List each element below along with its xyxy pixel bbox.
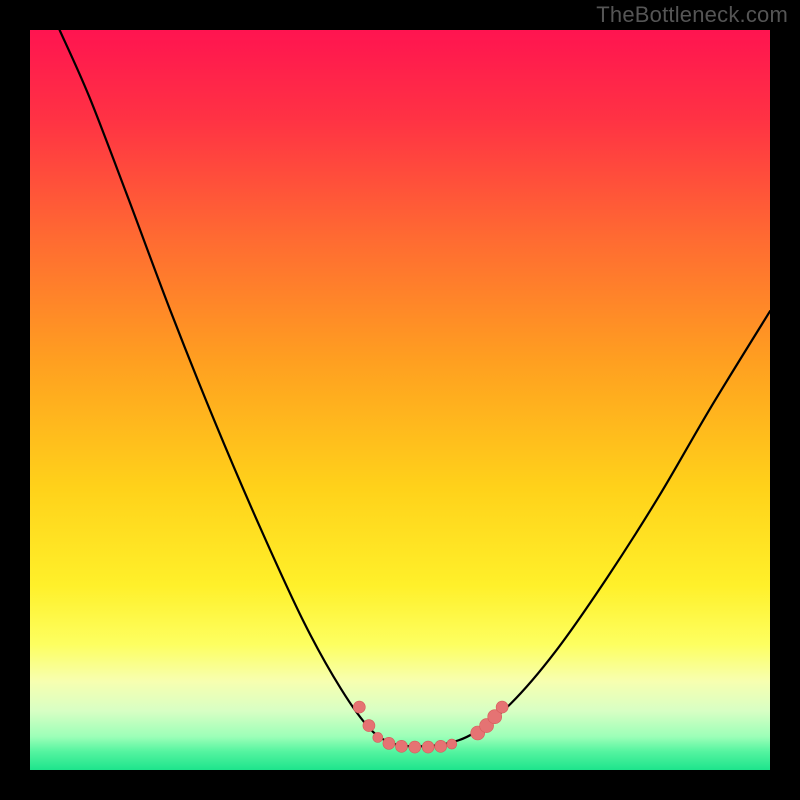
- valley-marker: [363, 720, 375, 732]
- plot-background: [30, 30, 770, 770]
- valley-marker: [435, 740, 447, 752]
- valley-marker: [409, 741, 421, 753]
- valley-marker: [447, 739, 457, 749]
- bottleneck-chart-svg: [0, 0, 800, 800]
- valley-marker: [353, 701, 365, 713]
- valley-marker: [373, 732, 383, 742]
- valley-marker: [496, 701, 508, 713]
- valley-marker: [395, 740, 407, 752]
- valley-marker: [383, 737, 395, 749]
- chart-stage: TheBottleneck.com: [0, 0, 800, 800]
- valley-marker: [422, 741, 434, 753]
- watermark-text: TheBottleneck.com: [596, 2, 788, 28]
